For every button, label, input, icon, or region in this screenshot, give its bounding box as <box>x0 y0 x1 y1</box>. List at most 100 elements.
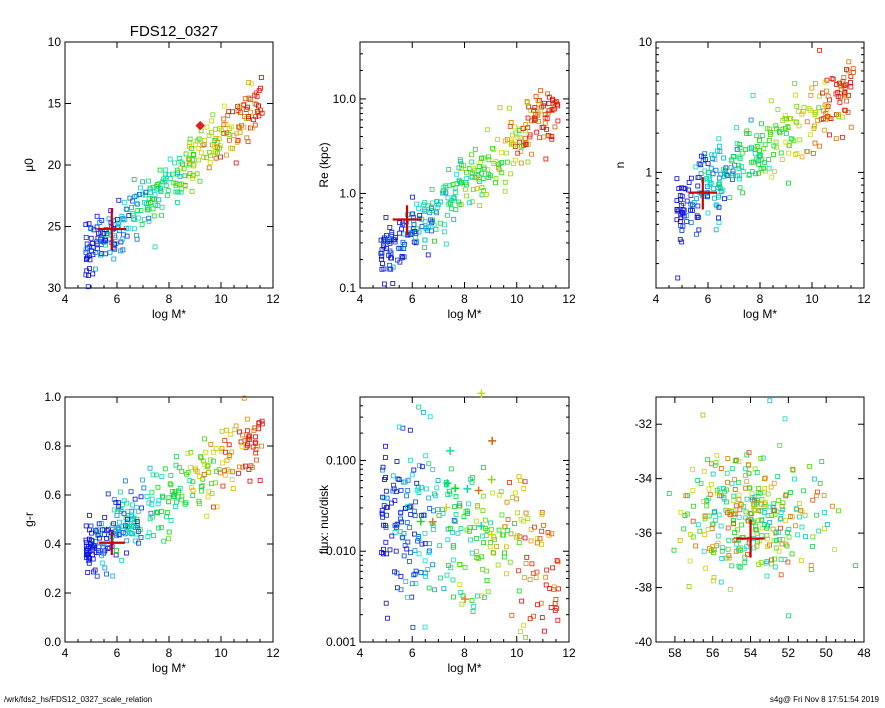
data-point <box>88 523 94 529</box>
data-point <box>691 200 697 205</box>
data-point <box>447 199 453 205</box>
data-point <box>421 512 427 518</box>
data-point <box>155 484 161 490</box>
data-point <box>743 515 749 521</box>
data-point <box>124 525 130 531</box>
data-point <box>835 90 841 95</box>
data-point <box>709 152 715 158</box>
data-point <box>181 166 187 172</box>
data-point <box>688 201 694 207</box>
data-point <box>551 584 557 590</box>
data-point <box>527 577 533 583</box>
data-point <box>495 562 501 568</box>
data-point <box>754 145 760 151</box>
x-tick-label: 50 <box>820 646 834 660</box>
data-point <box>545 110 551 116</box>
data-point <box>433 209 439 215</box>
data-point <box>740 190 745 196</box>
data-point <box>787 116 792 121</box>
data-point <box>715 540 721 546</box>
data-point <box>194 469 200 474</box>
data-point <box>390 280 396 286</box>
data-point <box>701 498 707 504</box>
data-point <box>711 510 717 515</box>
data-point <box>734 140 740 146</box>
y-axis-label: μ0 <box>22 158 36 172</box>
data-point <box>211 504 216 510</box>
data-point <box>498 489 504 495</box>
data-point <box>801 105 807 110</box>
data-point <box>104 571 109 577</box>
data-point <box>256 110 261 116</box>
data-point <box>474 555 480 560</box>
data-point <box>677 218 683 224</box>
data-point <box>187 136 193 142</box>
data-point <box>744 479 750 484</box>
data-point <box>778 516 784 521</box>
data-point <box>382 238 388 244</box>
cross-point <box>463 484 472 493</box>
data-point <box>256 103 261 109</box>
data-point <box>830 503 835 509</box>
data-point <box>404 493 409 499</box>
data-point <box>380 467 385 473</box>
data-point <box>245 104 250 110</box>
data-point <box>712 508 718 514</box>
data-point <box>698 481 704 486</box>
data-point <box>471 187 477 192</box>
data-point <box>749 511 754 517</box>
data-point <box>772 556 778 562</box>
data-point <box>173 504 178 509</box>
data-point <box>765 491 771 497</box>
data-point <box>759 496 765 502</box>
data-point <box>778 150 784 156</box>
data-point <box>814 512 820 518</box>
data-point <box>469 598 475 603</box>
data-point <box>848 84 854 90</box>
data-point <box>505 527 511 533</box>
data-point <box>769 561 774 567</box>
data-point <box>379 508 385 513</box>
data-point <box>701 548 707 554</box>
data-point <box>767 504 773 510</box>
data-point <box>158 189 164 195</box>
x-tick-label: 4 <box>62 646 69 660</box>
data-point <box>522 479 528 485</box>
data-point <box>517 135 523 141</box>
data-point <box>380 551 386 557</box>
data-point <box>695 175 701 180</box>
data-point <box>111 521 116 527</box>
data-point <box>762 522 767 527</box>
data-point <box>90 556 96 562</box>
data-point <box>549 108 555 114</box>
data-point <box>694 213 700 219</box>
data-point <box>716 194 722 200</box>
data-point <box>776 537 782 542</box>
data-point <box>742 559 748 565</box>
x-tick-label: 8 <box>461 646 468 660</box>
data-point <box>190 479 196 485</box>
data-point <box>772 530 778 536</box>
data-point <box>552 124 558 130</box>
plot-frame <box>359 396 570 643</box>
data-point <box>253 447 259 452</box>
data-point <box>501 554 507 560</box>
data-point <box>708 165 714 171</box>
data-point <box>725 456 731 461</box>
x-axis-label: log M* <box>152 307 186 321</box>
data-point <box>533 575 539 581</box>
y-tick-label: -32 <box>635 417 653 431</box>
data-point <box>726 537 732 543</box>
data-point <box>733 457 739 463</box>
data-point <box>806 106 812 112</box>
data-point <box>250 444 256 450</box>
x-tick-label: 10 <box>214 292 228 306</box>
data-point <box>412 531 417 537</box>
data-point <box>824 88 829 94</box>
data-point <box>789 551 795 557</box>
data-point <box>202 436 207 442</box>
data-point <box>493 180 498 186</box>
data-point <box>238 439 244 445</box>
data-point <box>152 192 158 198</box>
